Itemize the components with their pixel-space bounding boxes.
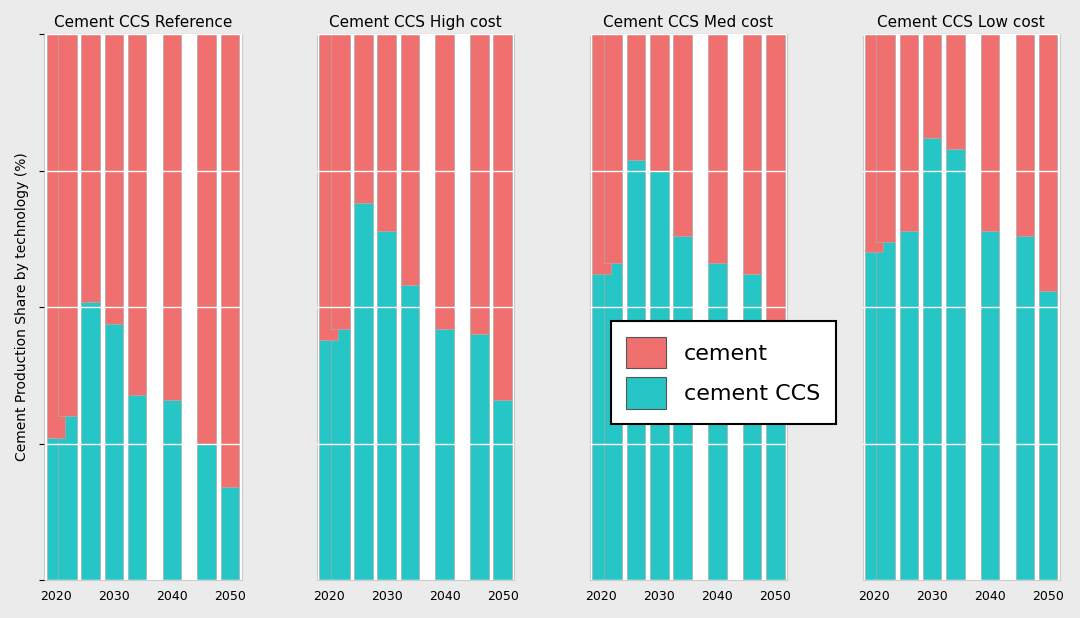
Bar	[900, 231, 918, 580]
Bar	[58, 34, 77, 417]
Bar	[946, 149, 964, 580]
Bar	[626, 34, 646, 159]
Bar	[163, 34, 181, 400]
Bar	[650, 171, 669, 580]
Bar	[330, 329, 350, 580]
Bar	[743, 34, 761, 274]
Bar	[470, 334, 489, 580]
Bar	[708, 263, 727, 580]
Bar	[470, 34, 489, 334]
Bar	[58, 417, 77, 580]
Bar	[877, 34, 895, 242]
Bar	[127, 394, 147, 580]
Bar	[320, 340, 338, 580]
Bar	[865, 34, 883, 253]
Bar	[330, 34, 350, 329]
Bar	[592, 274, 610, 580]
Bar	[900, 34, 918, 231]
Bar	[105, 323, 123, 580]
Bar	[377, 231, 396, 580]
Bar	[81, 302, 100, 580]
Bar	[494, 34, 512, 400]
Bar	[320, 34, 338, 340]
Title: Cement CCS Med cost: Cement CCS Med cost	[604, 15, 773, 30]
Bar	[435, 329, 454, 580]
Bar	[105, 34, 123, 323]
Bar	[198, 444, 216, 580]
Bar	[922, 34, 942, 138]
Bar	[877, 242, 895, 580]
Bar	[673, 236, 692, 580]
Bar	[865, 253, 883, 580]
Title: Cement CCS Low cost: Cement CCS Low cost	[877, 15, 1045, 30]
Bar	[198, 34, 216, 444]
Bar	[1039, 34, 1057, 290]
Bar	[604, 34, 622, 263]
Bar	[626, 159, 646, 580]
Bar	[46, 34, 65, 438]
Bar	[46, 438, 65, 580]
Title: Cement CCS High cost: Cement CCS High cost	[329, 15, 502, 30]
Bar	[354, 203, 373, 580]
Bar	[127, 34, 147, 394]
Bar	[946, 34, 964, 149]
Bar	[981, 231, 999, 580]
Bar	[592, 34, 610, 274]
Bar	[435, 34, 454, 329]
Bar	[766, 323, 785, 580]
Y-axis label: Cement Production Share by technology (%): Cement Production Share by technology (%…	[15, 153, 29, 462]
Bar	[1015, 34, 1035, 236]
Bar	[743, 274, 761, 580]
Bar	[81, 34, 100, 302]
Bar	[494, 400, 512, 580]
Bar	[163, 400, 181, 580]
Legend: cement, cement CCS: cement, cement CCS	[611, 321, 836, 424]
Bar	[1015, 236, 1035, 580]
Bar	[401, 34, 419, 286]
Bar	[922, 138, 942, 580]
Bar	[604, 263, 622, 580]
Bar	[1039, 290, 1057, 580]
Bar	[377, 34, 396, 231]
Bar	[354, 34, 373, 203]
Bar	[220, 488, 239, 580]
Bar	[650, 34, 669, 171]
Bar	[673, 34, 692, 236]
Title: Cement CCS Reference: Cement CCS Reference	[54, 15, 232, 30]
Bar	[401, 286, 419, 580]
Bar	[766, 34, 785, 323]
Bar	[220, 34, 239, 488]
Bar	[981, 34, 999, 231]
Bar	[708, 34, 727, 263]
